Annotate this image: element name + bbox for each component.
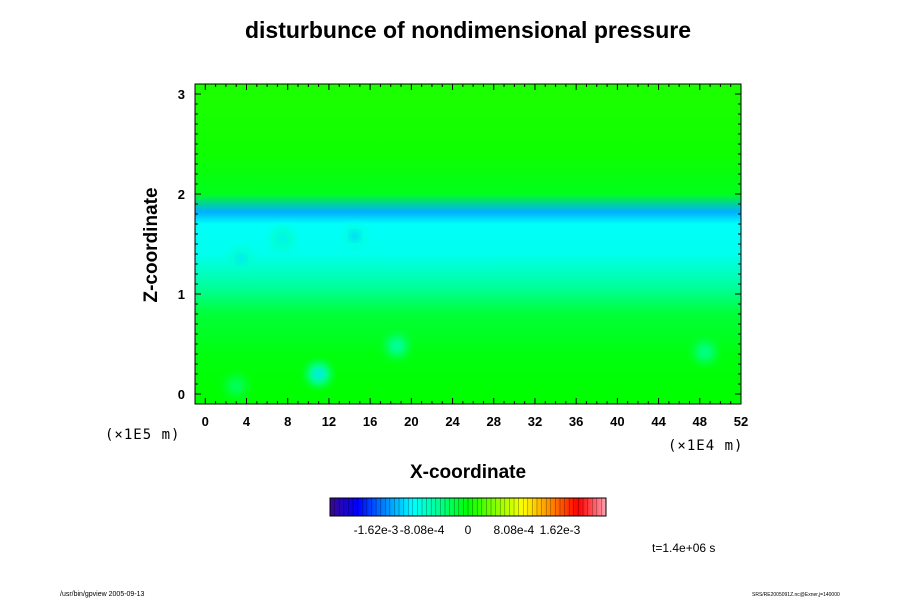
minimum-core	[231, 381, 242, 391]
minimum-core	[699, 347, 710, 357]
colorbar-dividers	[334, 498, 602, 516]
x-tick-label: 40	[610, 414, 624, 429]
footer-left: /usr/bin/gpview 2005-09-13	[60, 591, 145, 598]
chart-title: disturbunce of nondimensional pressure	[245, 17, 691, 43]
y-scale-label: (×1E5 m)	[105, 427, 180, 443]
x-tick-label: 24	[445, 414, 460, 429]
colorbar: -1.62e-3 -8.08e-4 0 8.08e-4 1.62e-3	[329, 497, 607, 537]
x-tick-label: 20	[404, 414, 418, 429]
colorbar-labels: -1.62e-3 -8.08e-4 0 8.08e-4 1.62e-3	[354, 523, 581, 537]
x-tick-label: 44	[651, 414, 666, 429]
x-tick-label: 16	[363, 414, 377, 429]
x-tick-label: 32	[528, 414, 542, 429]
minimum-core	[391, 341, 402, 351]
x-tick-label: 8	[284, 414, 291, 429]
footer-right: SRS/RE2005091Z.nc@Exner,j=140000	[752, 592, 840, 598]
colorbar-frame	[329, 497, 607, 517]
colorbar-tick-label: -8.08e-4	[400, 523, 445, 537]
minimum-core	[349, 231, 360, 241]
x-tick-label: 0	[202, 414, 209, 429]
colorbar-tick-label: 8.08e-4	[494, 523, 535, 537]
y-tick-label: 0	[178, 387, 185, 402]
y-axis-label: Z-coordinate	[141, 187, 162, 302]
x-tick-label: 48	[693, 414, 707, 429]
x-axis-label: X-coordinate	[410, 462, 526, 483]
y-tick-label: 1	[178, 287, 185, 302]
field-minima-layer	[224, 224, 717, 398]
colorbar-tick-label: 0	[465, 523, 472, 537]
y-ticks: 0 1 2 3	[178, 87, 741, 402]
x-scale-label: (×1E4 m)	[668, 438, 743, 454]
colorbar-tick-label: -1.62e-3	[354, 523, 399, 537]
colorbar-tick-label: 1.62e-3	[540, 523, 581, 537]
y-tick-label: 3	[178, 87, 185, 102]
x-tick-label: 52	[734, 414, 748, 429]
x-tick-label: 36	[569, 414, 583, 429]
x-tick-label: 12	[322, 414, 336, 429]
minimum-core	[313, 369, 324, 379]
minor-ticks	[194, 83, 741, 404]
minimum-core	[277, 234, 288, 244]
y-tick-label: 2	[178, 187, 185, 202]
x-tick-label: 4	[243, 414, 251, 429]
minimum-core	[236, 254, 247, 264]
x-ticks: 0 4 8 12 16 20 24 28 32 36 40 44 48 52	[202, 84, 748, 429]
time-label: t=1.4e+06 s	[652, 541, 715, 555]
x-tick-label: 28	[487, 414, 501, 429]
